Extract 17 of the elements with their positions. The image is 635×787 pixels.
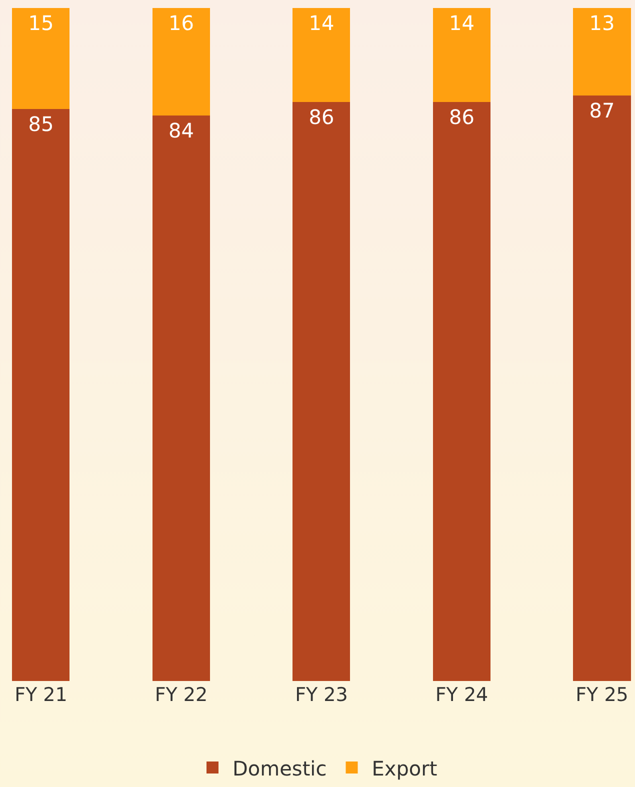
legend-label: Export (372, 756, 438, 780)
x-tick-label: FY 22 (154, 684, 208, 706)
data-label: 87 (589, 98, 615, 122)
x-tick-label: FY 23 (295, 684, 348, 706)
data-label: 86 (308, 105, 334, 130)
data-label: 14 (308, 11, 334, 35)
legend-label: Domestic (232, 756, 327, 780)
data-label: 15 (28, 11, 54, 35)
data-label: 16 (168, 11, 194, 35)
x-tick-label: FY 25 (576, 684, 628, 706)
data-label: 13 (589, 11, 615, 35)
data-label: 86 (449, 105, 474, 130)
data-label: 85 (28, 112, 54, 136)
data-label: 14 (449, 11, 474, 35)
x-tick-label: FY 21 (14, 684, 68, 706)
x-tick-label: FY 24 (435, 684, 488, 706)
data-label: 84 (168, 118, 194, 143)
